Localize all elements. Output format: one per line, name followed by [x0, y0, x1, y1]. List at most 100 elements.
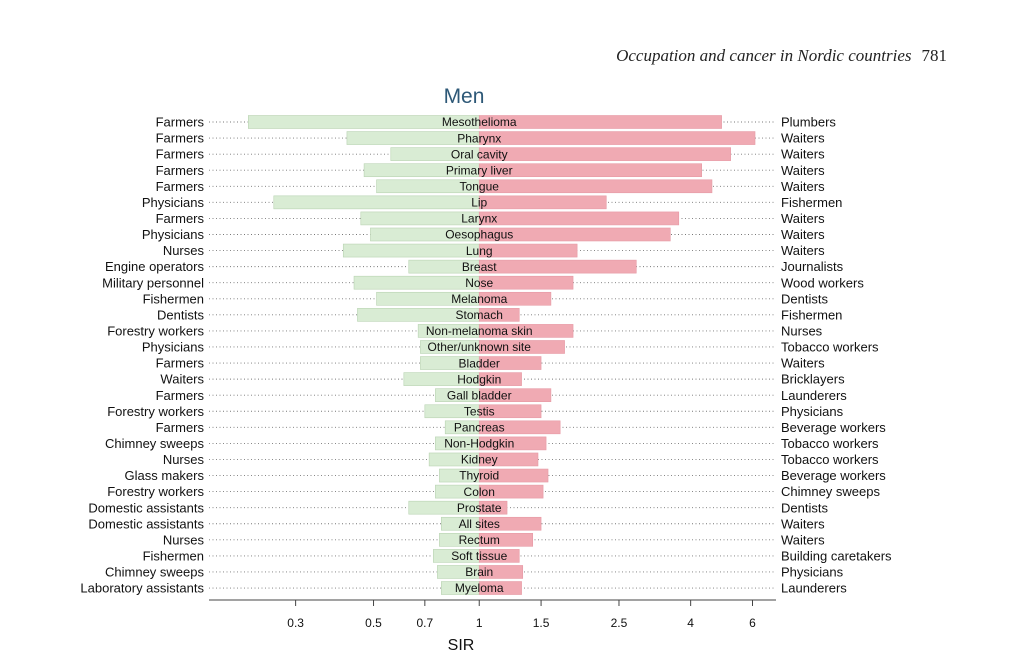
chart-row: Non-melanoma skin Forestry workers Nurses: [107, 324, 822, 339]
chart-row: Gall bladder Farmers Launderers: [156, 388, 848, 403]
cancer-site-label: Soft tissue: [451, 549, 507, 563]
chart-row: Mesothelioma Farmers Plumbers: [156, 115, 837, 130]
cancer-site-label: Testis: [464, 404, 495, 418]
high-occupation-label: Dentists: [781, 500, 828, 515]
low-occupation-label: Farmers: [156, 356, 205, 371]
low-occupation-label: Forestry workers: [107, 324, 204, 339]
journal-title: Occupation and cancer in Nordic countrie…: [616, 46, 912, 65]
low-occupation-label: Farmers: [156, 420, 205, 435]
high-sir-bar: [478, 436, 547, 451]
chart-row: Lip Physicians Fishermen: [142, 195, 843, 210]
low-occupation-label: Farmers: [156, 179, 205, 194]
high-occupation-label: Plumbers: [781, 115, 836, 130]
high-occupation-label: Waiters: [781, 243, 825, 258]
high-occupation-label: Waiters: [781, 211, 825, 226]
low-sir-bar: [353, 275, 480, 290]
cancer-site-label: Melanoma: [451, 292, 507, 306]
cancer-site-label: Colon: [464, 485, 495, 499]
chart-row: Colon Forestry workers Chimney sweeps: [107, 484, 880, 499]
chart-row: Breast Engine operators Journalists: [105, 259, 844, 274]
cancer-site-label: Brain: [465, 565, 493, 579]
chart-row: Hodgkin Waiters Bricklayers: [160, 372, 845, 387]
high-occupation-label: Waiters: [781, 163, 825, 178]
high-sir-bar: [478, 404, 542, 419]
high-occupation-label: Bricklayers: [781, 372, 845, 387]
low-occupation-label: Farmers: [156, 147, 205, 162]
high-occupation-label: Wood workers: [781, 275, 864, 290]
high-occupation-label: Waiters: [781, 147, 825, 162]
x-axis: 0.3 0.5 0.7 1 1.5 2.5 4 6: [209, 599, 776, 630]
high-occupation-label: Waiters: [781, 532, 825, 547]
x-tick-label: 0.3: [287, 616, 304, 630]
high-sir-bar: [478, 565, 524, 579]
x-tick-label: 4: [687, 616, 694, 630]
high-occupation-label: Beverage workers: [781, 420, 886, 435]
chart-row: Nose Military personnel Wood workers: [102, 275, 864, 290]
high-sir-bar: [478, 581, 522, 595]
high-occupation-label: Journalists: [781, 259, 844, 274]
chart-row: Oral cavity Farmers Waiters: [156, 147, 825, 162]
low-occupation-label: Laboratory assistants: [80, 581, 204, 596]
cancer-site-label: Prostate: [457, 501, 502, 515]
low-occupation-label: Chimney sweeps: [105, 436, 204, 451]
low-sir-bar: [273, 195, 480, 210]
chart-row: Kidney Nurses Tobacco workers: [163, 452, 879, 467]
high-occupation-label: Tobacco workers: [781, 340, 879, 355]
high-occupation-label: Tobacco workers: [781, 452, 879, 467]
high-sir-bar: [478, 324, 574, 338]
low-occupation-label: Farmers: [156, 211, 205, 226]
cancer-site-label: All sites: [459, 517, 500, 531]
high-sir-bar: [478, 275, 574, 290]
chart-row: All sites Domestic assistants Waiters: [88, 516, 825, 531]
chart-row: Melanoma Fishermen Dentists: [143, 291, 829, 306]
cancer-site-label: Non-Hodgkin: [444, 437, 514, 451]
high-sir-bar: [478, 452, 539, 467]
chart-row: Testis Forestry workers Physicians: [107, 404, 843, 419]
high-sir-bar: [478, 211, 680, 226]
cancer-site-label: Lip: [471, 196, 487, 210]
cancer-site-label: Breast: [462, 260, 497, 274]
cancer-site-label: Hodgkin: [457, 372, 501, 386]
high-occupation-label: Beverage workers: [781, 468, 886, 483]
cancer-site-label: Nose: [465, 276, 493, 290]
high-occupation-label: Dentists: [781, 291, 828, 306]
high-sir-bar: [478, 147, 731, 161]
high-sir-bar: [478, 291, 552, 306]
cancer-site-label: Thyroid: [459, 469, 499, 483]
page-number: 781: [921, 46, 948, 65]
low-occupation-label: Military personnel: [102, 275, 204, 290]
cancer-site-label: Primary liver: [446, 163, 513, 177]
chart-row: Myeloma Laboratory assistants Launderers: [80, 581, 847, 596]
chart-row: Rectum Nurses Waiters: [163, 532, 825, 547]
high-occupation-label: Waiters: [781, 516, 825, 531]
cancer-site-label: Lung: [466, 244, 493, 258]
chart-row: Tongue Farmers Waiters: [156, 179, 825, 194]
x-tick-label: 6: [749, 616, 756, 630]
low-occupation-label: Domestic assistants: [88, 516, 204, 531]
low-occupation-label: Waiters: [160, 372, 204, 387]
cancer-site-label: Oesophagus: [445, 228, 513, 242]
high-sir-bar: [478, 115, 722, 129]
high-sir-bar: [478, 549, 520, 563]
chart-row: Other/unknown site Physicians Tobacco work…: [142, 340, 879, 355]
high-sir-bar: [478, 179, 713, 194]
cancer-site-label: Rectum: [459, 533, 500, 547]
high-sir-bar: [478, 163, 702, 178]
high-occupation-label: Waiters: [781, 131, 825, 146]
cancer-site-label: Myeloma: [455, 581, 504, 595]
low-occupation-label: Physicians: [142, 340, 205, 355]
chart-row: Non-Hodgkin Chimney sweeps Tobacco workers: [105, 436, 879, 451]
cancer-site-label: Gall bladder: [447, 388, 512, 402]
chart-row: Pharynx Farmers Waiters: [156, 131, 825, 146]
high-occupation-label: Nurses: [781, 324, 823, 339]
high-sir-bar: [478, 500, 508, 515]
high-sir-bar: [478, 516, 542, 531]
x-tick-label: 1: [476, 616, 483, 630]
low-occupation-label: Forestry workers: [107, 404, 204, 419]
chart-row: Bladder Farmers Waiters: [156, 356, 825, 371]
high-sir-bar: [478, 372, 522, 386]
high-occupation-label: Waiters: [781, 179, 825, 194]
low-occupation-label: Fishermen: [143, 548, 204, 563]
high-occupation-label: Physicians: [781, 565, 844, 580]
